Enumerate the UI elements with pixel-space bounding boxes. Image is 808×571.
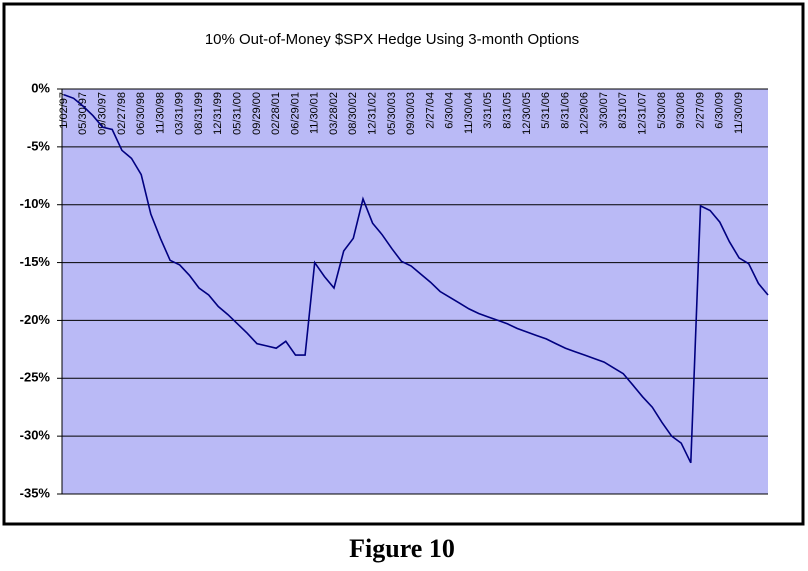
x-tick-label: 12/31/99 [212,92,224,135]
x-tick-label: 03/28/02 [328,92,340,135]
x-tick-label: 05/30/97 [77,92,89,135]
x-tick-label: 02/27/98 [116,92,128,135]
y-tick-label: 0% [31,80,50,95]
x-tick-label: 11/30/01 [309,92,321,134]
x-tick-label: 02/28/01 [270,92,282,135]
x-tick-label: 2/27/09 [694,92,706,129]
y-tick-label: -35% [20,485,51,500]
x-tick-label: 2/27/04 [424,92,436,129]
x-tick-label: 11/30/98 [154,92,166,134]
x-tick-label: 12/31/02 [367,92,379,135]
x-tick-label: 05/30/03 [386,92,398,135]
x-tick-label: 1/02/97 [58,92,70,129]
x-tick-label: 08/30/02 [347,92,359,135]
y-tick-label: -20% [20,312,51,327]
x-tick-label: 11/30/04 [463,92,475,134]
y-tick-label: -25% [20,370,51,385]
chart-title: 10% Out-of-Money $SPX Hedge Using 3-mont… [205,31,579,48]
y-tick-label: -5% [27,138,51,153]
x-tick-label: 8/31/07 [617,92,629,129]
x-tick-label: 5/31/06 [540,92,552,129]
x-tick-label: 03/31/99 [174,92,186,135]
x-tick-label: 6/30/04 [444,92,456,129]
data-line [63,94,769,464]
x-tick-label: 12/29/06 [579,92,591,135]
x-tick-label: 11/30/09 [733,92,745,134]
x-tick-label: 3/31/05 [482,92,494,129]
y-tick-label: -15% [20,254,51,269]
x-tick-label: 12/30/05 [521,92,533,135]
y-tick-label: -10% [20,196,51,211]
x-tick-label: 05/31/00 [231,92,243,135]
x-tick-label: 6/30/09 [714,92,726,129]
x-tick-label: 5/30/08 [656,92,668,129]
x-tick-label: 8/31/06 [559,92,571,129]
x-tick-label: 06/29/01 [289,92,301,135]
x-tick-label: 09/30/03 [405,92,417,135]
x-tick-label: 06/30/98 [135,92,147,135]
x-tick-label: 3/30/07 [598,92,610,129]
plot-area [62,89,768,494]
x-tick-label: 12/31/07 [637,92,649,135]
figure-caption: Figure 10 [349,534,455,563]
x-tick-label: 9/30/08 [675,92,687,129]
x-tick-label: 09/29/00 [251,92,263,135]
x-tick-label: 8/31/05 [502,92,514,129]
y-tick-label: -30% [20,428,51,443]
x-tick-label: 08/31/99 [193,92,205,135]
